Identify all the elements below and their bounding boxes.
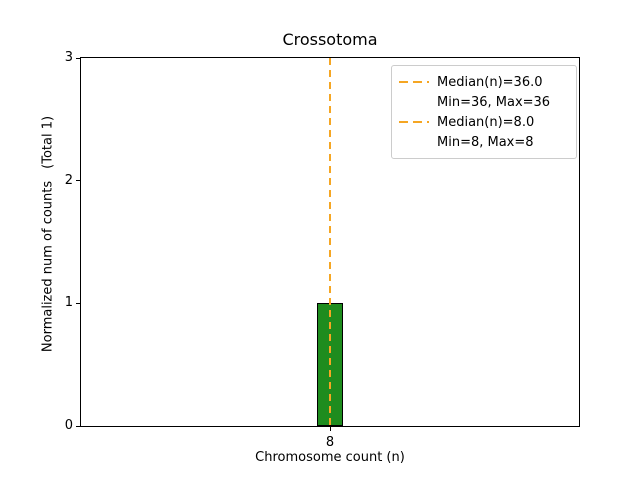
- legend-dashed-line-icon: [399, 81, 429, 83]
- y-tick-mark: [76, 57, 80, 59]
- legend-label: Median(n)=36.0: [437, 74, 543, 90]
- legend-row: Min=8, Max=8: [399, 132, 568, 152]
- y-axis-label-line2: (Total 1): [40, 115, 56, 169]
- y-tick-label: 0: [64, 418, 73, 433]
- chart-title: Crossotoma: [282, 30, 378, 49]
- y-tick-mark: [76, 425, 80, 427]
- legend-label: Median(n)=8.0: [437, 114, 535, 130]
- x-tick-mark: [329, 427, 331, 431]
- legend-label: Min=36, Max=36: [437, 94, 551, 110]
- x-tick-label: 8: [325, 435, 335, 450]
- y-axis-label: Normalized num of counts (Total 1): [41, 116, 56, 352]
- y-axis-label-line1: Normalized num of counts: [40, 180, 56, 353]
- legend-row: Median(n)=36.0: [399, 72, 568, 92]
- x-axis-label: Chromosome count (n): [255, 450, 405, 465]
- legend-row: Min=36, Max=36: [399, 92, 568, 112]
- y-tick-mark: [76, 180, 80, 182]
- median-vline: [329, 58, 331, 426]
- legend-label: Min=8, Max=8: [437, 134, 534, 150]
- legend: Median(n)=36.0 Min=36, Max=36 Median(n)=…: [391, 65, 577, 159]
- legend-dashed-line-icon: [399, 121, 429, 123]
- y-tick-mark: [76, 302, 80, 304]
- y-tick-label: 3: [64, 50, 73, 65]
- legend-row: Median(n)=8.0: [399, 112, 568, 132]
